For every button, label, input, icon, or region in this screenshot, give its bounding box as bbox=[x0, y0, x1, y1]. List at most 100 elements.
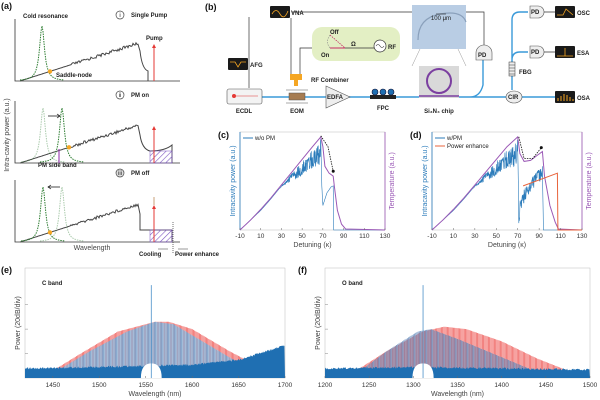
x-tick-label: 1250 bbox=[362, 382, 377, 389]
resonance-lorentzian bbox=[19, 25, 65, 81]
y-axis-label: Power (20dB/div) bbox=[15, 296, 22, 350]
pd-detector-vna: PD bbox=[475, 44, 493, 61]
esa-label: ESA bbox=[577, 51, 590, 57]
electrical-wires bbox=[248, 11, 485, 88]
x-tick-label: 90 bbox=[340, 233, 348, 240]
edfa-label: EDFA bbox=[327, 95, 344, 101]
fpc-controller: FPC bbox=[370, 88, 396, 112]
pd-detector-osc: PD bbox=[529, 5, 545, 19]
pump-arrow-icon bbox=[152, 205, 156, 209]
chart-c: -10 10 30 50 70 90 110 130 Detuning (κ) Intracavi… bbox=[230, 131, 396, 249]
numeral-iii: iii bbox=[115, 168, 125, 178]
y-axis-label-left: Intracavity power (a.u.) bbox=[230, 145, 237, 216]
arrowhead-icon bbox=[331, 169, 335, 173]
fbg-grating: FBG bbox=[508, 61, 532, 77]
x-tick-label: 1700 bbox=[278, 382, 293, 389]
esa-instrument: ESA bbox=[555, 46, 590, 58]
panel-label-e: (e) bbox=[1, 265, 12, 275]
shift-right-arrow-icon bbox=[48, 113, 61, 119]
noise-floor bbox=[325, 366, 590, 378]
x-tick-label: 1350 bbox=[450, 382, 465, 389]
panel-b: (b) VNA AFG ECDL EOM RF C bbox=[205, 2, 591, 115]
edfa-amplifier: EDFA bbox=[325, 85, 351, 109]
vna-label: VNA bbox=[291, 11, 304, 17]
eom-label: EOM bbox=[290, 109, 304, 115]
plot-frame bbox=[239, 131, 386, 231]
rf-combiner-label: RF Combiner bbox=[311, 78, 349, 84]
x-tick-label: 90 bbox=[536, 233, 544, 240]
intracavity-curve bbox=[19, 41, 149, 82]
pump-arrow-icon bbox=[152, 126, 156, 130]
pump-arrow-icon bbox=[152, 44, 156, 48]
switch-on-label: On bbox=[321, 53, 330, 59]
x-axis-label: Detuning (κ) bbox=[488, 242, 526, 249]
series-temperature bbox=[239, 135, 386, 231]
svg-text:iii: iii bbox=[118, 171, 122, 177]
intracavity-curve bbox=[19, 124, 173, 164]
chart-f: 1200 1250 1300 1350 1400 1450 1500 Wavelength (… bbox=[315, 267, 598, 398]
chip-label: Si₃N₄ chip bbox=[424, 109, 454, 115]
switch-off-label: Off bbox=[330, 30, 340, 36]
ecdl-laser: ECDL bbox=[226, 88, 263, 115]
legend-entry: w/o PM bbox=[254, 136, 275, 142]
pd-detector-esa: PD bbox=[529, 45, 545, 59]
svg-text:i: i bbox=[119, 13, 120, 19]
power-enhance-region bbox=[149, 229, 173, 243]
subpanel-title-ii: PM on bbox=[131, 93, 149, 99]
x-tick-label: 110 bbox=[359, 233, 370, 240]
si3n4-chip: 100 μm Si₃N₄ chip bbox=[411, 5, 467, 115]
subpanel-title-i: Single Pump bbox=[131, 13, 168, 19]
subplot-ii bbox=[14, 101, 180, 164]
x-axis-label: Wavelength (nm) bbox=[431, 391, 484, 398]
x-tick-label: 1500 bbox=[92, 382, 107, 389]
pm-side-band-label: PM side band bbox=[38, 163, 77, 169]
subplot-i bbox=[14, 19, 180, 82]
chart-d: -10 10 30 50 70 90 110 130 Detuning (κ) Intracavi… bbox=[422, 131, 593, 249]
x-tick-label: 1300 bbox=[406, 382, 421, 389]
scale-bar-label: 100 μm bbox=[431, 16, 451, 22]
saddle-node-point bbox=[66, 145, 72, 150]
osa-instrument: OSA bbox=[555, 91, 591, 103]
panel-a: (a) Intra-cavity power (a.u.) Wavelength… bbox=[1, 1, 220, 258]
saddle-node-point bbox=[47, 69, 53, 74]
power-enhance-label: Power enhance bbox=[175, 252, 220, 258]
svg-text:PD: PD bbox=[531, 10, 540, 16]
cir-label: CIR bbox=[508, 95, 519, 101]
circulator: CIR bbox=[505, 90, 523, 104]
x-tick-label: 10 bbox=[450, 233, 458, 240]
x-tick-label: 50 bbox=[493, 233, 501, 240]
chart-e: 1450 1500 1550 1600 1650 1700 Wavelength (nm) P… bbox=[15, 267, 293, 398]
y-axis-label-right: Temperature (a.u.) bbox=[586, 152, 593, 210]
chart-title: O band bbox=[342, 281, 363, 287]
x-tick-label: 130 bbox=[577, 233, 588, 240]
axes bbox=[14, 101, 180, 164]
saddle-node-point bbox=[47, 230, 53, 235]
svg-text:ii: ii bbox=[119, 93, 122, 99]
eom-modulator: EOM RF Combiner bbox=[286, 74, 349, 115]
afg-instrument: AFG bbox=[228, 58, 263, 70]
noise-floor bbox=[25, 345, 285, 378]
x-tick-label: -10 bbox=[235, 233, 245, 240]
osa-label: OSA bbox=[577, 96, 591, 102]
rf-label: RF bbox=[388, 45, 396, 51]
osc-label: OSC bbox=[577, 11, 591, 17]
series-temperature bbox=[431, 135, 583, 231]
svg-text:PD: PD bbox=[478, 53, 487, 59]
x-tick-label: 1650 bbox=[231, 382, 246, 389]
power-enhance-region bbox=[149, 150, 173, 164]
axes bbox=[14, 180, 180, 243]
x-tick-label: 70 bbox=[319, 233, 327, 240]
chart-title: C band bbox=[42, 281, 63, 287]
fbg-label: FBG bbox=[519, 70, 532, 76]
panel-label-c: (c) bbox=[218, 130, 229, 140]
rf-switch-inset: Off On Ω RF bbox=[312, 27, 400, 61]
x-tick-label: 130 bbox=[380, 233, 391, 240]
afg-label: AFG bbox=[250, 63, 263, 69]
pump-label: Pump bbox=[146, 36, 163, 42]
shift-left-arrow-icon bbox=[47, 184, 60, 190]
subpanel-title-iii: PM off bbox=[131, 171, 150, 177]
fiber-path bbox=[262, 11, 560, 98]
ecdl-label: ECDL bbox=[236, 109, 253, 115]
arrowhead-icon bbox=[539, 146, 543, 150]
